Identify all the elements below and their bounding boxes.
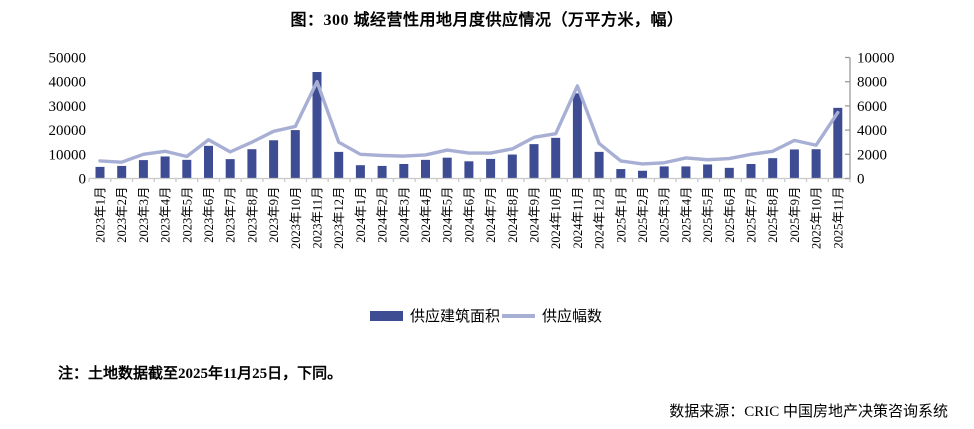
- bar-2023年12月: [334, 151, 344, 179]
- left-axis-tick-label: 50000: [49, 51, 87, 67]
- x-axis-label: 2023年6月: [202, 187, 216, 243]
- bar-2025年9月: [789, 149, 799, 179]
- x-axis-label: 2025年9月: [788, 187, 802, 243]
- chart-legend: 供应建筑面积 供应幅数: [0, 305, 974, 326]
- bar-2023年3月: [138, 160, 148, 179]
- bar-2024年10月: [551, 137, 561, 179]
- x-axis-label: 2023年5月: [180, 187, 194, 243]
- bar-2024年5月: [442, 157, 452, 179]
- x-axis-label: 2023年10月: [289, 187, 303, 250]
- x-axis-label: 2023年12月: [332, 187, 346, 250]
- x-axis-label: 2024年12月: [593, 187, 607, 250]
- x-axis-label: 2023年9月: [267, 187, 281, 243]
- x-axis-label: 2024年3月: [397, 187, 411, 243]
- x-axis-label: 2024年9月: [528, 187, 542, 243]
- x-axis-label: 2024年6月: [462, 187, 476, 243]
- bar-2024年2月: [377, 165, 387, 179]
- bar-2025年8月: [768, 158, 778, 179]
- x-axis-label: 2023年8月: [245, 187, 259, 243]
- bar-2025年5月: [703, 164, 713, 179]
- footnote: 注：土地数据截至2025年11月25日，下同。: [58, 366, 343, 382]
- bar-2024年3月: [399, 163, 409, 179]
- right-axis-tick-label: 2000: [857, 147, 887, 163]
- bar-2025年10月: [811, 149, 821, 179]
- bar-2024年9月: [529, 144, 539, 179]
- bar-2023年10月: [290, 130, 300, 179]
- right-axis-tick-label: 10000: [857, 51, 895, 67]
- x-axis-label: 2025年8月: [766, 187, 780, 243]
- bar-2025年2月: [638, 170, 647, 179]
- right-axis-tick-label: 6000: [857, 99, 887, 115]
- x-axis-label: 2023年4月: [159, 187, 173, 243]
- x-axis-label: 2025年5月: [701, 187, 715, 243]
- bar-2023年6月: [204, 145, 213, 179]
- bar-2025年11月: [833, 107, 843, 179]
- bar-2024年7月: [486, 158, 496, 179]
- x-axis-label: 2023年2月: [115, 187, 129, 243]
- x-axis-label: 2024年2月: [376, 187, 390, 243]
- x-axis-label: 2023年1月: [94, 187, 108, 243]
- left-axis-tick-label: 0: [79, 172, 87, 188]
- bar-2023年1月: [95, 166, 105, 179]
- x-axis-label: 2024年4月: [419, 187, 433, 243]
- bar-2024年8月: [507, 154, 517, 179]
- bar-2025年7月: [746, 163, 756, 179]
- left-axis-tick-label: 10000: [49, 147, 87, 163]
- bar-2025年1月: [616, 169, 626, 179]
- bar-2024年11月: [572, 93, 582, 179]
- bar-2024年12月: [594, 151, 604, 179]
- x-axis-label: 2025年10月: [810, 187, 824, 250]
- legend-bar-swatch-icon: [369, 310, 403, 321]
- line-series: [98, 80, 840, 166]
- x-axis-label: 2024年7月: [484, 186, 498, 242]
- x-axis-label: 2024年5月: [441, 187, 455, 243]
- left-axis-tick-label: 30000: [49, 99, 87, 115]
- left-axis-tick-label: 40000: [49, 75, 87, 91]
- data-source: 数据来源：CRIC 中国房地产决策咨询系统: [669, 404, 948, 420]
- bar-2023年2月: [117, 165, 127, 179]
- chart-canvas: 0 10000 20000 30000 40000 50000 0 2000 4000 6000 8…: [49, 51, 895, 250]
- x-axis-label: 2024年11月: [571, 187, 585, 249]
- x-axis-label: 2025年6月: [723, 187, 737, 243]
- legend-bar-label: 供应建筑面积: [409, 309, 500, 325]
- bar-2023年9月: [269, 140, 279, 179]
- right-axis-tick-label: 8000: [857, 75, 887, 91]
- bar-2023年8月: [247, 149, 257, 179]
- x-axis-label: 2024年10月: [549, 187, 563, 250]
- left-axis-tick-label: 20000: [49, 123, 87, 139]
- x-axis-label: 2025年2月: [636, 187, 650, 243]
- x-axis-label: 2023年11月: [311, 187, 325, 249]
- bar-2024年6月: [464, 161, 474, 179]
- x-axis-label: 2025年7月: [745, 187, 759, 243]
- x-axis-label: 2025年11月: [831, 187, 845, 249]
- x-axis-label: 2025年3月: [658, 187, 672, 243]
- bar-2023年7月: [225, 159, 235, 179]
- x-axis-label: 2023年7月: [224, 187, 238, 243]
- x-axis-label: 2024年8月: [506, 187, 520, 243]
- legend-line-swatch-icon: [502, 313, 535, 318]
- x-axis-label: 2025年1月: [614, 187, 628, 243]
- bar-2023年11月: [312, 72, 322, 179]
- bar-2023年5月: [182, 159, 192, 179]
- bar-2024年4月: [421, 159, 430, 179]
- chart-title: 图：300 城经营性用地月度供应情况（万平方米，幅）: [290, 12, 684, 29]
- bar-2025年6月: [724, 167, 734, 179]
- legend-line-label: 供应幅数: [542, 309, 603, 325]
- x-axis-label: 2024年1月: [354, 187, 368, 243]
- bar-2023年4月: [160, 156, 170, 179]
- bar-2025年3月: [659, 166, 669, 179]
- x-axis-label: 2023年3月: [137, 187, 151, 243]
- right-axis-tick-label: 0: [857, 172, 865, 188]
- x-axis-label: 2025年4月: [679, 187, 693, 243]
- bar-2024年1月: [355, 165, 365, 179]
- right-axis-tick-label: 4000: [857, 123, 887, 139]
- bar-2025年4月: [681, 166, 691, 179]
